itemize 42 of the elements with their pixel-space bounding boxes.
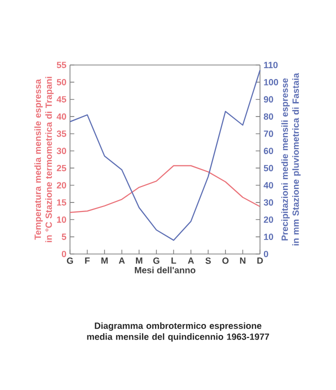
x-tick-label: G [153,258,160,264]
y2-tick-label: 60 [264,148,274,154]
y-tick-label: 20 [56,182,66,188]
x-tick-label: O [222,258,229,264]
y2-tick-label: 70 [264,130,274,137]
x-tick-label: L [171,258,176,264]
y2-tick-label: 100 [264,79,278,86]
y2-tick-label: 50 [264,164,274,172]
x-tick-label: N [240,258,246,264]
y2-tick-label: 80 [264,113,274,120]
y2-tick-label: 20 [264,216,274,223]
x-tick-label: M [136,258,142,264]
y2-tick-label: 40 [264,182,274,188]
y2-tick-label: 30 [264,199,274,206]
y-tick-label: 0 [62,250,66,258]
x-axis-title: Mesi dell'anno [134,266,196,274]
y-tick-label: 25 [56,164,66,172]
x-tick-label: A [118,258,125,264]
line-series [69,165,261,213]
x-tick-label: M [101,258,108,264]
x-tick-label: F [85,258,90,264]
y2-tick-label: 90 [264,96,274,103]
y-tick-label: 50 [56,79,66,86]
x-tick-label: G [66,258,73,264]
y2-axis-title: Precipitazioni medie mensili espresse in mm Stazione pluviometrica di Fastaia [281,72,301,246]
y-tick-label: 10 [57,216,66,223]
y-tick-label: 35 [56,130,66,137]
y-tick-label: 15 [57,199,66,206]
x-tick-label: S [205,258,211,264]
y2-tick-label: 0 [264,250,268,258]
y2-tick-label: 10 [264,234,274,240]
y-axis-title: Temperatura media mensile espressa in °C Stazione termometrica di Trapani [34,76,54,242]
text: Diagramma ombrotermico espressione media mensile del quindicennio 1963-1977 [87,322,270,342]
line-series [69,70,261,241]
x-tick-label: A [188,258,194,264]
x-tick-label: D [257,258,263,264]
y-tick-label: 45 [56,96,66,102]
y2-tick-label: 110 [264,62,278,68]
y-tick-label: 55 [56,62,66,68]
y-tick-label: 5 [62,234,66,240]
y-tick-label: 40 [56,113,66,120]
y-tick-label: 30 [56,148,66,154]
